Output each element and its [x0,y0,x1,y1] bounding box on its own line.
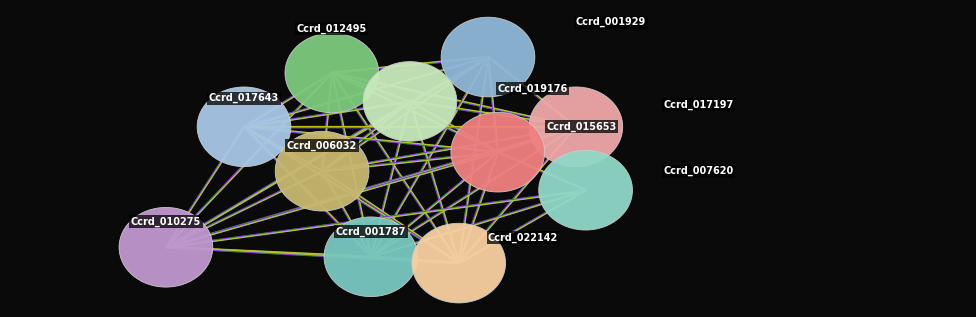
Ellipse shape [529,87,623,167]
Ellipse shape [539,150,632,230]
Text: Ccrd_017197: Ccrd_017197 [664,100,734,110]
Text: Ccrd_010275: Ccrd_010275 [131,217,201,227]
Text: Ccrd_015653: Ccrd_015653 [547,122,617,132]
Text: Ccrd_006032: Ccrd_006032 [287,141,357,151]
Text: Ccrd_001787: Ccrd_001787 [336,226,406,236]
Ellipse shape [441,17,535,97]
Text: Ccrd_001929: Ccrd_001929 [576,17,646,27]
Ellipse shape [285,33,379,113]
Ellipse shape [451,112,545,192]
Ellipse shape [275,131,369,211]
Text: Ccrd_012495: Ccrd_012495 [297,23,367,34]
Ellipse shape [363,61,457,141]
Ellipse shape [324,217,418,297]
Text: Ccrd_022142: Ccrd_022142 [488,233,558,243]
Text: Ccrd_017643: Ccrd_017643 [209,93,279,103]
Text: Ccrd_007620: Ccrd_007620 [664,166,734,176]
Text: Ccrd_019176: Ccrd_019176 [498,84,568,94]
Ellipse shape [197,87,291,167]
Ellipse shape [412,223,506,303]
Ellipse shape [119,207,213,287]
